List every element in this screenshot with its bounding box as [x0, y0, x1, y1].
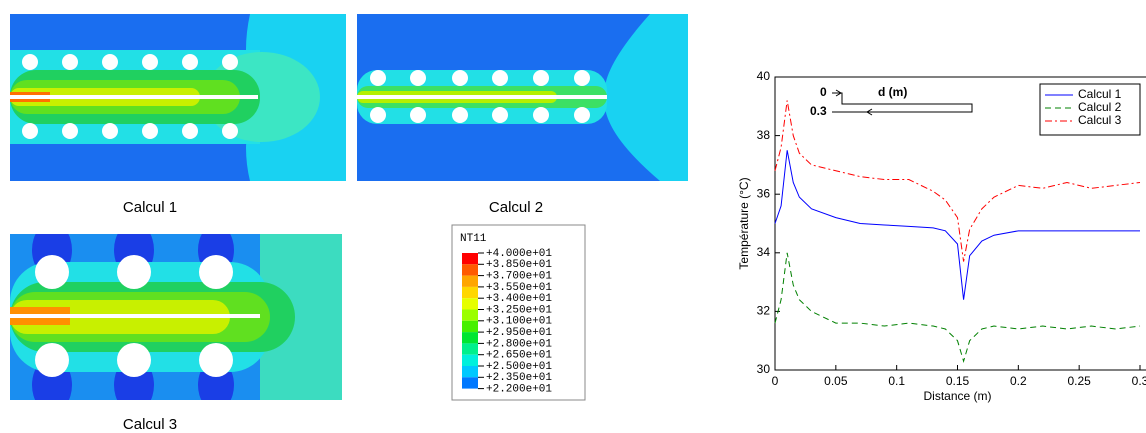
x-tick-label: 0 — [772, 374, 779, 388]
legend-swatch — [462, 366, 478, 378]
legend-label: +2.500e+01 — [486, 361, 552, 373]
y-tick-label: 40 — [757, 69, 771, 83]
legend-label: +2.650e+01 — [486, 350, 552, 362]
legend-label: +3.400e+01 — [486, 293, 552, 305]
x-axis-label: Distance (m) — [923, 389, 991, 403]
legend-swatch — [462, 286, 478, 299]
legend-label: +3.850e+01 — [486, 259, 552, 271]
caption: Calcul 2 — [489, 199, 543, 216]
x-tick-label: 0.1 — [888, 374, 905, 388]
legend-swatch — [462, 332, 478, 344]
series-line — [774, 100, 1141, 262]
legend-swatch — [462, 298, 478, 310]
legend-label: +3.700e+01 — [486, 271, 552, 283]
caption: Calcul 3 — [123, 416, 177, 433]
contour-calcul-1 — [10, 14, 346, 181]
y-tick-label: 38 — [757, 128, 771, 142]
legend-swatch — [462, 275, 478, 287]
legend-swatch — [462, 354, 478, 366]
y-tick-label: 32 — [757, 304, 771, 318]
annotation: 0.3 — [810, 104, 827, 118]
x-tick-label: 0.15 — [946, 374, 970, 388]
legend-label: +3.100e+01 — [486, 316, 552, 328]
legend-label: +2.950e+01 — [486, 327, 552, 339]
legend-swatch — [462, 343, 478, 355]
x-tick-label: 0.3 — [1132, 374, 1146, 388]
legend-label: +3.550e+01 — [486, 282, 552, 294]
x-tick-label: 0.2 — [1010, 374, 1027, 388]
legend-label: Calcul 2 — [1078, 100, 1122, 114]
contour-calcul-2 — [357, 14, 688, 181]
legend-label: +2.200e+01 — [486, 384, 552, 396]
series-line — [774, 252, 1141, 363]
contour-calcul-3 — [10, 234, 342, 400]
inset-sketch — [832, 89, 973, 116]
legend-swatch — [462, 377, 478, 389]
x-tick-label: 0.25 — [1067, 374, 1091, 388]
caption: Calcul 1 — [123, 199, 177, 216]
y-tick-label: 30 — [757, 362, 771, 376]
x-tick-label: 0.05 — [824, 374, 848, 388]
legend-swatch — [462, 309, 478, 321]
legend-swatch — [462, 253, 478, 265]
y-tick-label: 36 — [757, 186, 771, 200]
legend-label: Calcul 1 — [1078, 87, 1122, 101]
legend-label: +2.350e+01 — [486, 372, 552, 384]
series-line — [774, 150, 1140, 300]
legend-label: +2.800e+01 — [486, 338, 552, 350]
legend-label: Calcul 3 — [1078, 113, 1122, 127]
contour-legend-title: NT11 — [460, 233, 487, 245]
y-axis-label: Température (°C) — [737, 177, 751, 269]
legend-label: +4.000e+01 — [486, 248, 552, 260]
y-tick-label: 34 — [757, 245, 771, 259]
annotation: 0 — [820, 85, 827, 99]
legend-label: +3.250e+01 — [486, 304, 552, 316]
legend-swatch — [462, 320, 478, 333]
legend-box — [1039, 83, 1141, 136]
annotation: d (m) — [878, 85, 907, 99]
legend-swatch — [462, 264, 478, 276]
